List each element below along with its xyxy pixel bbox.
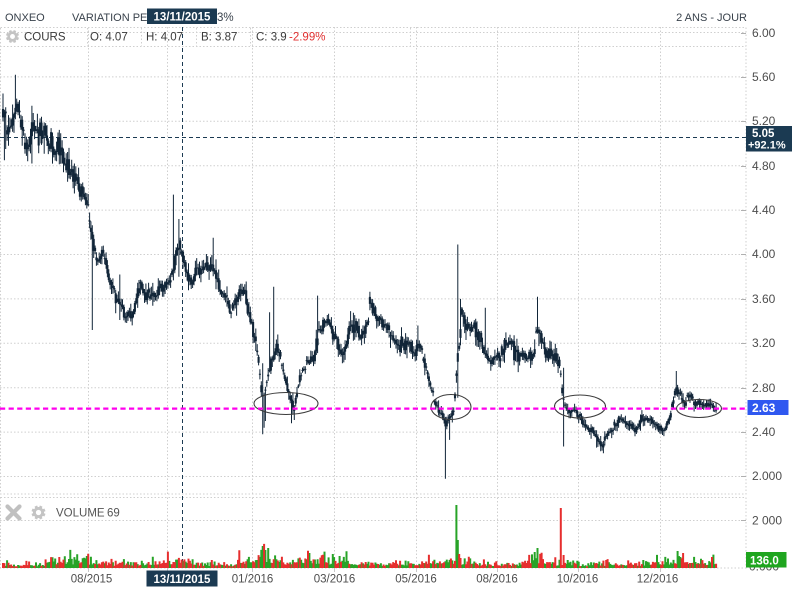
svg-text:08/2015: 08/2015 — [71, 574, 113, 586]
svg-text:05/2016: 05/2016 — [395, 574, 437, 586]
svg-text:+92.1%: +92.1% — [748, 140, 786, 152]
svg-text:4.00: 4.00 — [752, 247, 776, 261]
svg-text:10/2016: 10/2016 — [557, 574, 599, 586]
svg-text:08/2016: 08/2016 — [476, 574, 518, 586]
svg-text:6.00: 6.00 — [752, 26, 776, 40]
svg-text:ONXEO: ONXEO — [5, 12, 45, 24]
svg-text:VOLUME: VOLUME — [56, 508, 105, 520]
svg-text:2.80: 2.80 — [752, 381, 776, 395]
svg-text:13/11/2015: 13/11/2015 — [154, 574, 212, 586]
svg-text:3%: 3% — [217, 12, 234, 24]
svg-text:2 ANS - JOUR: 2 ANS - JOUR — [676, 12, 747, 24]
svg-text:136.0: 136.0 — [750, 556, 779, 568]
svg-text:69: 69 — [107, 508, 120, 520]
svg-text:-2.99%: -2.99% — [289, 32, 325, 44]
svg-text:03/2016: 03/2016 — [314, 574, 356, 586]
svg-text:5.05: 5.05 — [752, 128, 775, 140]
svg-text:4.80: 4.80 — [752, 159, 776, 173]
svg-text:O: 4.07: O: 4.07 — [90, 32, 128, 44]
svg-text:13/11/2015: 13/11/2015 — [154, 12, 212, 24]
svg-text:4.40: 4.40 — [752, 203, 776, 217]
svg-text:5.60: 5.60 — [752, 70, 776, 84]
svg-text:B: 3.87: B: 3.87 — [201, 32, 237, 44]
svg-text:C: 3.9: C: 3.9 — [256, 32, 287, 44]
svg-text:3.60: 3.60 — [752, 292, 776, 306]
svg-text:5.20: 5.20 — [752, 114, 776, 128]
svg-text:VARIATION PE: VARIATION PE — [72, 12, 147, 24]
svg-text:01/2016: 01/2016 — [232, 574, 274, 586]
svg-text:2.63: 2.63 — [752, 401, 776, 415]
svg-text:H: 4.07: H: 4.07 — [146, 32, 183, 44]
svg-text:2.40: 2.40 — [752, 425, 776, 439]
svg-text:2 000: 2 000 — [752, 514, 782, 528]
svg-text:12/2016: 12/2016 — [637, 574, 679, 586]
svg-text:COURS: COURS — [24, 32, 66, 44]
svg-text:3.20: 3.20 — [752, 336, 776, 350]
svg-text:2.000: 2.000 — [752, 469, 782, 483]
